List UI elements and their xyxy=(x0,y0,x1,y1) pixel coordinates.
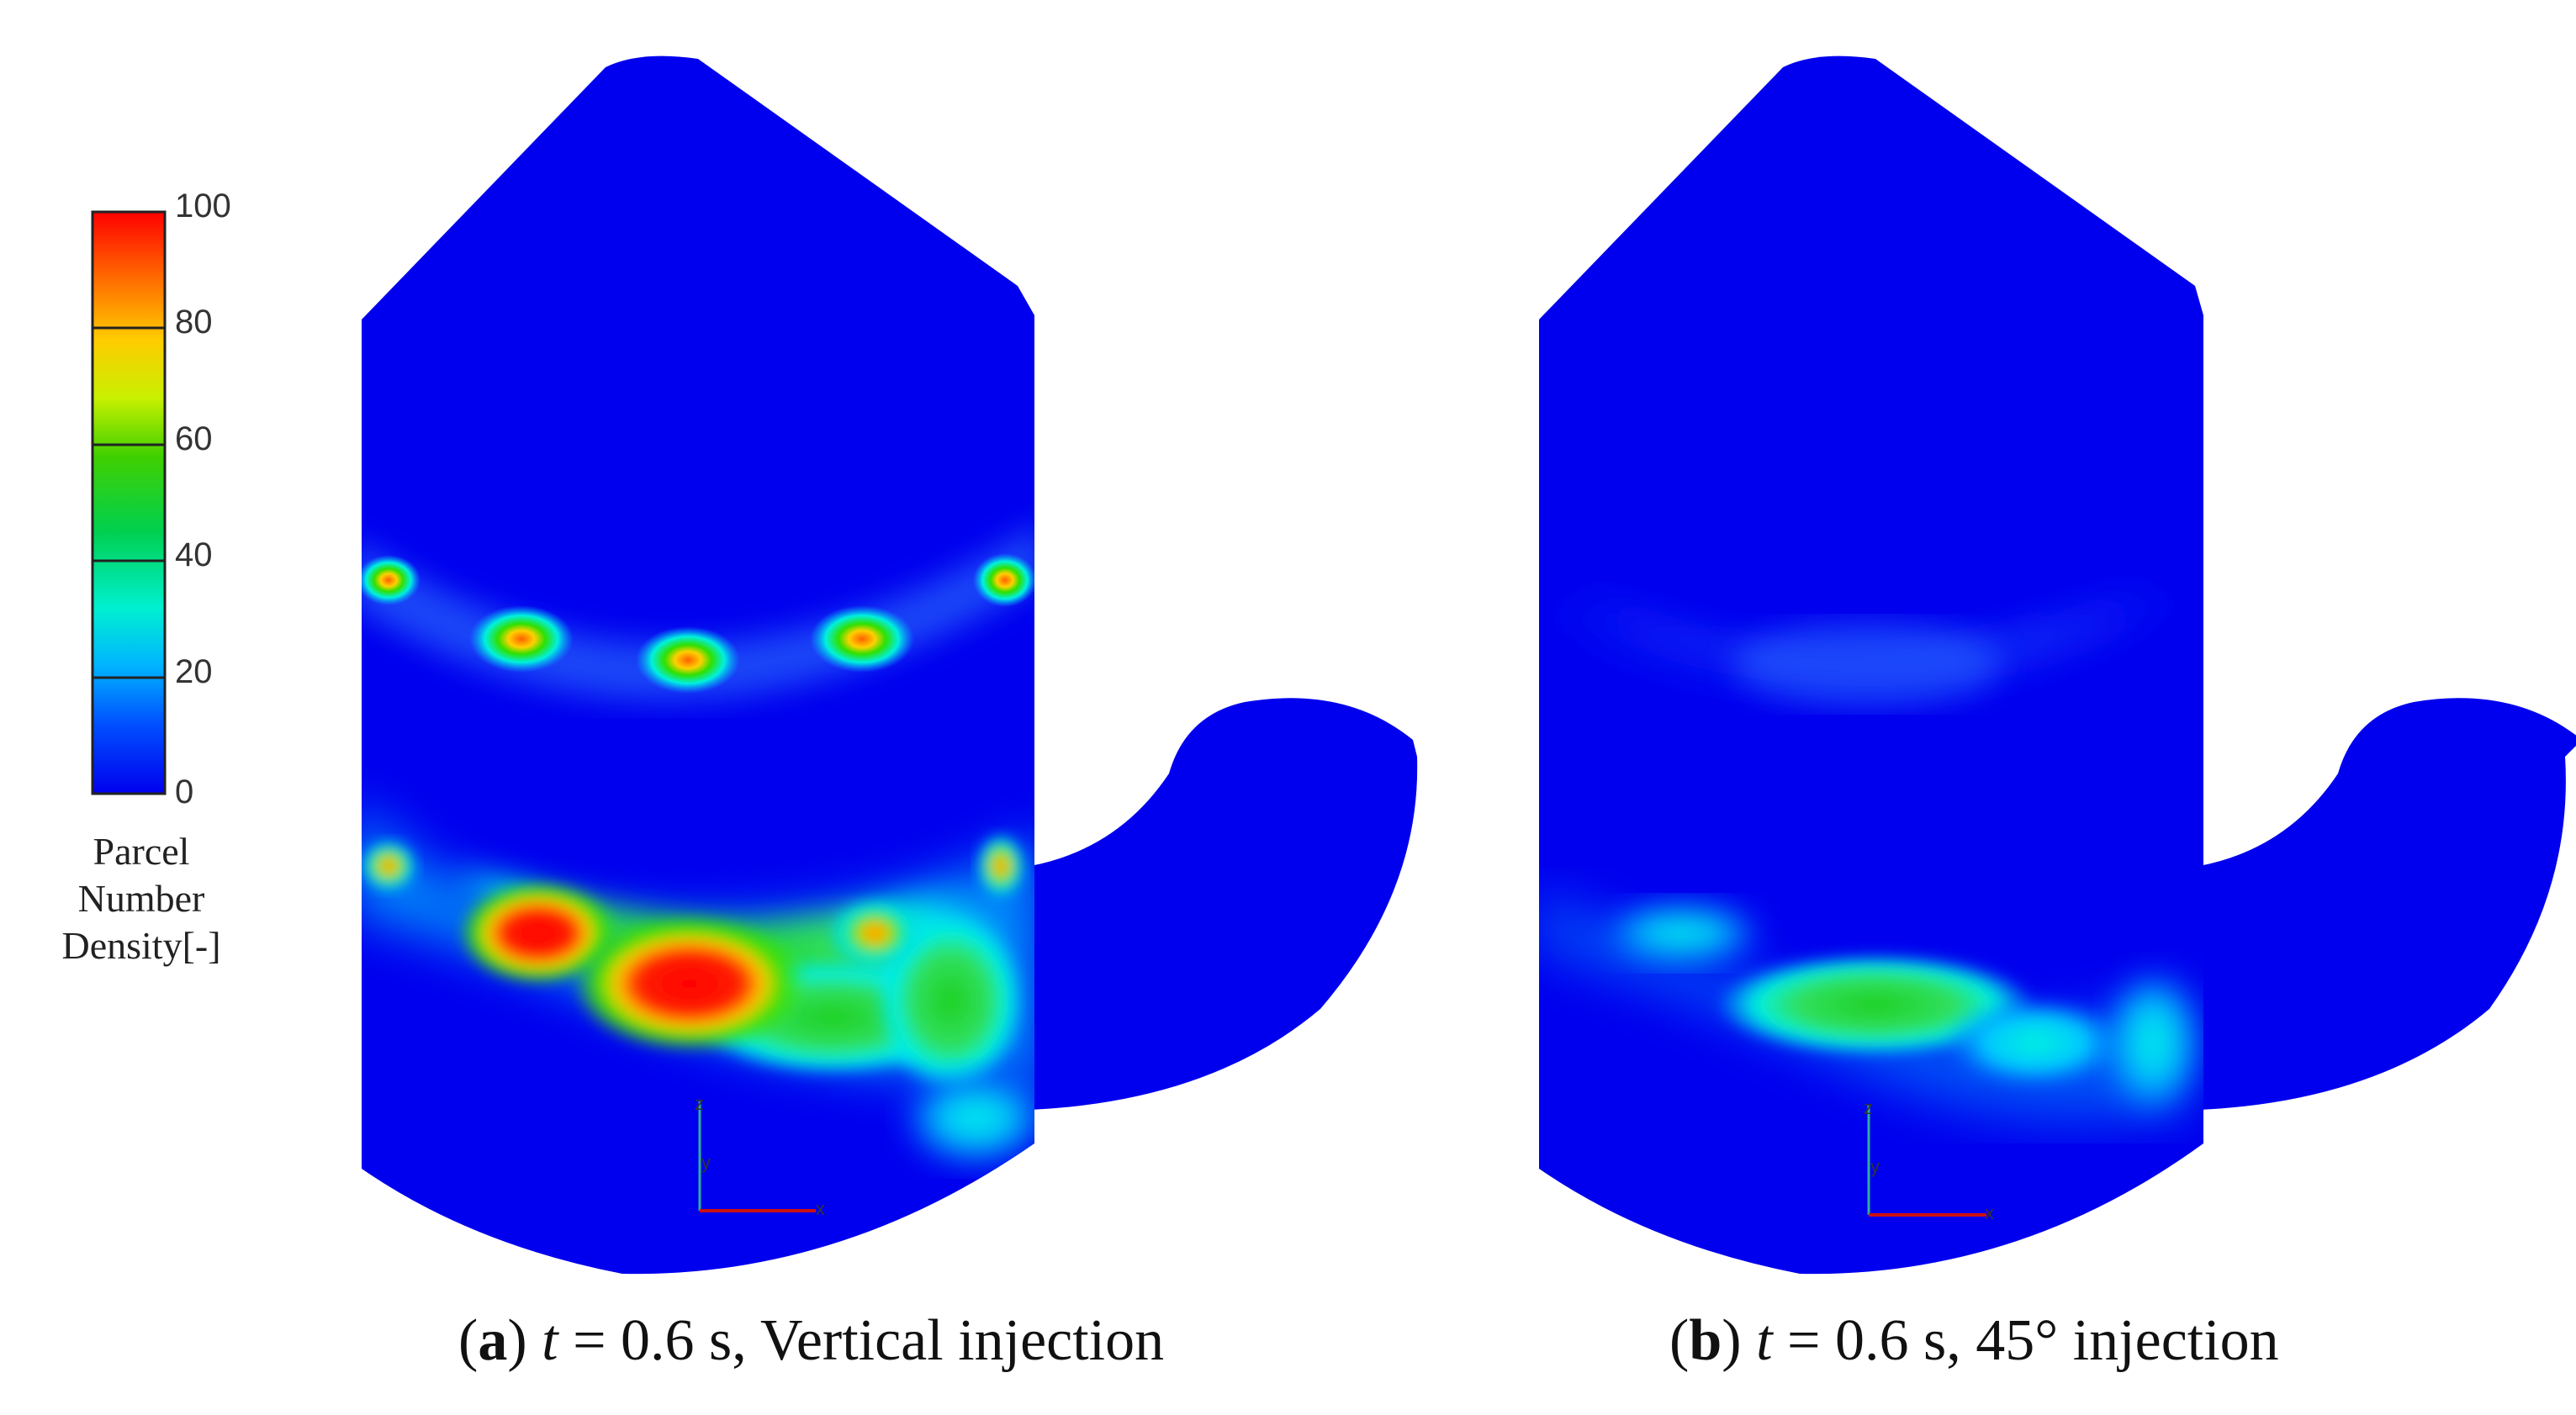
vessel-body-a xyxy=(362,55,1034,1275)
outlet-pipe-b xyxy=(2199,698,2576,1110)
caption-a: (a) t = 0.6 s, Vertical injection xyxy=(458,1308,1165,1373)
colorbar-tick-80: 80 xyxy=(175,304,213,341)
axis-triad-a: z y x xyxy=(695,1093,825,1219)
colorbar-title-line2: Number xyxy=(77,877,205,920)
colorbar-title-line1: Parcel xyxy=(93,830,190,873)
colorbar-tick-0: 0 xyxy=(175,773,193,810)
axis-z-a: z xyxy=(695,1093,704,1114)
colorbar-gradient xyxy=(91,210,167,795)
caption-a-text: = 0.6 s, Vertical injection xyxy=(558,1308,1165,1373)
axis-z-b: z xyxy=(1864,1097,1873,1118)
colorbar-tick-40: 40 xyxy=(175,536,213,573)
panel-b-geometry: z y x xyxy=(1539,55,2576,1275)
colorbar-ticklines xyxy=(93,210,165,795)
colorbar-title-line3: Density[-] xyxy=(61,924,221,967)
axis-x-a: x xyxy=(816,1198,825,1219)
caption-b-time-var: t xyxy=(1756,1308,1773,1373)
caption-a-time-var: t xyxy=(542,1308,558,1373)
axis-x-b: x xyxy=(1985,1202,1994,1223)
caption-b-label: b xyxy=(1689,1308,1722,1373)
outlet-pipe-a xyxy=(1030,698,1418,1110)
caption-b-text: = 0.6 s, 45° injection xyxy=(1772,1308,2279,1373)
colorbar-tick-100: 100 xyxy=(175,187,231,224)
colorbar-title: Parcel Number Density[-] xyxy=(49,828,234,969)
caption-b: (b) t = 0.6 s, 45° injection xyxy=(1669,1308,2279,1373)
colorbar-tick-20: 20 xyxy=(175,653,213,690)
colorbar-tick-60: 60 xyxy=(175,420,213,457)
caption-a-label: a xyxy=(478,1308,508,1373)
axis-y-b: y xyxy=(1870,1156,1880,1177)
panel-a-geometry: z y x xyxy=(362,55,1418,1275)
axis-triad-b: z y x xyxy=(1864,1097,1994,1223)
vessel-body-b xyxy=(1539,55,2203,1275)
axis-y-a: y xyxy=(701,1152,711,1173)
